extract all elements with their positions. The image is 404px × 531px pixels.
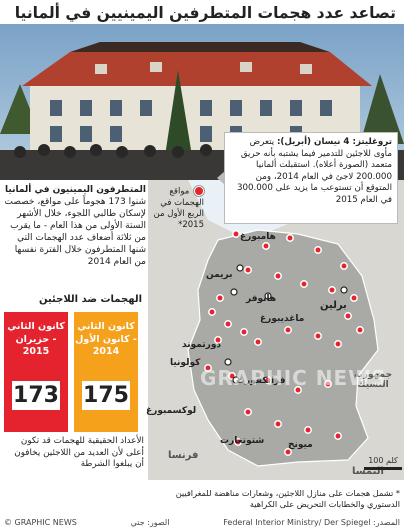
callout-box: تروغليتز: 4 نيسان (أبريل): يتعرض مأوى لل… xyxy=(217,132,398,224)
stat-period: كانون الثاني - حزيران xyxy=(7,321,65,345)
scale-label: 100 كلم xyxy=(368,456,398,465)
source-credit: المصدر: Federal Interior Ministry/ Der S… xyxy=(223,518,400,527)
lead-body: شنوا 173 هجوماً على مواقع، خصصت لإسكان ط… xyxy=(4,197,146,267)
footnote-asterisk: * تشمل هجمات على منازل اللاجئين، وشعارات… xyxy=(175,488,400,509)
news-photo xyxy=(0,24,404,180)
photo-credit: الصور: جتي xyxy=(130,518,170,527)
attack-dot xyxy=(324,380,332,388)
attack-dot xyxy=(240,328,248,336)
legend-label: مواقع الهجمات في الربع الأول من 2015* xyxy=(153,186,204,230)
city-label-magdeburg: ماغديبورغ xyxy=(260,314,305,324)
attack-dot xyxy=(244,408,252,416)
stat-value: 173 xyxy=(12,381,60,410)
stat-year: 2015 xyxy=(22,346,50,357)
attack-dot xyxy=(314,332,322,340)
brand-credit: © GRAPHIC NEWS xyxy=(4,518,77,527)
attack-dot xyxy=(340,262,348,270)
city-label-hamburg: هامبورغ xyxy=(240,232,276,242)
attack-dot xyxy=(344,312,352,320)
city-label-cologne: كولونيا xyxy=(170,358,201,368)
attack-dot xyxy=(350,294,358,302)
attack-dot xyxy=(274,272,282,280)
attack-dot xyxy=(204,364,212,372)
stats-title: الهجمات ضد اللاجئين xyxy=(38,294,142,305)
credits-bar: © GRAPHIC NEWS الصور: جتي المصدر: Federa… xyxy=(0,514,404,531)
attack-dot xyxy=(208,308,216,316)
scale-line xyxy=(364,467,402,470)
stat-card-2015: كانون الثاني - حزيران 2015 173 xyxy=(4,312,68,432)
lead-strong: المتطرفون اليمينيون في ألمانيا xyxy=(5,185,146,195)
attack-dot xyxy=(262,242,270,250)
city-marker xyxy=(224,358,232,366)
city-label-bremen: بريمن xyxy=(206,270,233,280)
map-legend: مواقع الهجمات في الربع الأول من 2015* xyxy=(148,186,204,231)
stat-card-2014: كانون الثاني - كانون الأول 2014 175 xyxy=(74,312,138,432)
attack-dot xyxy=(304,426,312,434)
attack-dot xyxy=(234,438,242,446)
country-label-france: فرنسا xyxy=(168,450,199,461)
stat-period: كانون الثاني - كانون الأول xyxy=(75,321,137,345)
attack-dot xyxy=(232,230,240,238)
scale-bar: 100 كلم xyxy=(364,456,402,470)
callout-head: تروغليتز: 4 نيسان (أبريل): xyxy=(276,137,392,147)
attack-dots xyxy=(204,230,364,456)
footnote-note: الأعداد الحقيقية للهجمات قد تكون أعلى لأ… xyxy=(14,436,144,469)
attack-dot xyxy=(284,326,292,334)
germany-map: هامبورغ برلين بريمن هانوفر ماغديبورغ دور… xyxy=(146,180,404,480)
attack-dot xyxy=(328,286,336,294)
city-marker xyxy=(236,264,244,272)
attack-dot xyxy=(314,246,322,254)
city-label-dortmund: دورتموند xyxy=(182,340,222,350)
country-label-austria: النمسا xyxy=(352,466,384,477)
city-label-frankfurt: فرانكفورت xyxy=(236,376,286,386)
city-label-munich: ميونخ xyxy=(288,440,313,450)
attack-dot xyxy=(294,386,302,394)
city-marker xyxy=(232,376,240,384)
attack-dot xyxy=(264,376,272,384)
city-marker xyxy=(264,292,272,300)
attack-dot xyxy=(284,448,292,456)
attack-dot xyxy=(274,420,282,428)
country-label-czech: جمهورية التشيك xyxy=(353,370,393,390)
city-label-luxembourg: لوكسمبورغ xyxy=(146,406,197,416)
lead-text: المتطرفون اليمينيون في ألمانيا شنوا 173 … xyxy=(4,184,146,268)
attack-dot xyxy=(300,280,308,288)
stat-year: 2014 xyxy=(92,346,120,357)
city-label-berlin: برلين xyxy=(320,300,347,311)
callout-pointer xyxy=(217,171,225,185)
attack-dot-icon xyxy=(194,186,204,196)
attack-dot xyxy=(334,432,342,440)
city-label-stuttgart: شتوتغارت xyxy=(220,436,265,446)
attack-dot xyxy=(224,320,232,328)
attack-dot xyxy=(216,294,224,302)
attack-dot xyxy=(356,326,364,334)
city-label-hannover: هانوفر xyxy=(246,294,277,304)
attack-dot xyxy=(244,266,252,274)
page-title: تصاعد عدد هجمات المتطرفين اليمينيين في أ… xyxy=(14,4,396,22)
attack-dot xyxy=(254,338,262,346)
stat-value: 175 xyxy=(82,381,130,410)
attack-dot xyxy=(334,340,342,348)
city-marker xyxy=(340,286,348,294)
attack-dot xyxy=(214,336,222,344)
attack-dot xyxy=(286,234,294,242)
city-marker xyxy=(230,288,238,296)
callout-body: يتعرض مأوى للاجئين للتدمير فيما يشتبه بأ… xyxy=(236,137,392,205)
